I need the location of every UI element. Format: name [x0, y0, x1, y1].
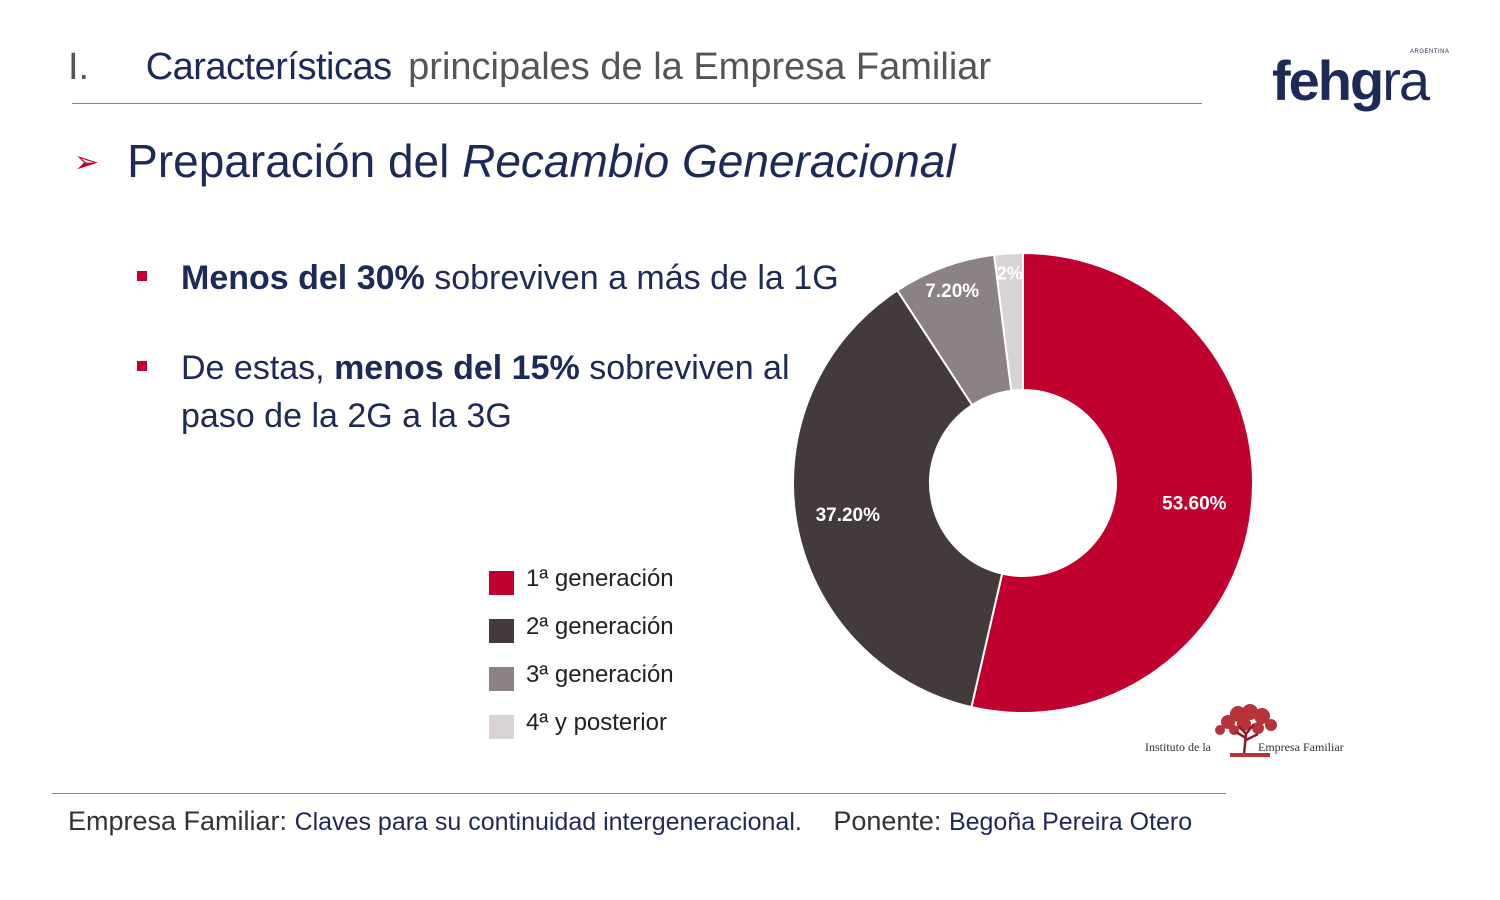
fehgra-logo: fehgra ARGENTINA [1272, 48, 1449, 113]
legend-label-1: 1ª generación [526, 565, 674, 592]
footer-divider [52, 793, 1226, 794]
legend-label-2: 2ª generación [526, 613, 674, 640]
footer-speaker-name: Begoña Pereira Otero [948, 808, 1193, 836]
title-plain: Preparación del [127, 135, 450, 187]
legend-label-4: 4ª y posterior [526, 709, 667, 736]
arrow-bullet-icon: ➢ [74, 146, 100, 179]
donut-chart: 53.60% 37.20% 7.20% 2% [792, 251, 1254, 714]
tree-icon [1215, 704, 1277, 757]
bullet-2-after: sobreviven al [589, 349, 790, 387]
bullet-2-bold: menos del 15% [334, 349, 580, 387]
donut-slice-4 [993, 251, 1024, 392]
bullet-2-line2: paso de la 2G a la 3G [181, 397, 512, 435]
square-bullet-icon [137, 361, 147, 371]
donut-label-1: 53.60% [1162, 493, 1227, 514]
bullet-1-bold: Menos del 30% [181, 259, 425, 297]
legend-swatch-1 [489, 571, 514, 595]
logo-main: fehg [1272, 49, 1384, 112]
header-divider [72, 103, 1202, 104]
donut-slice-1 [970, 251, 1254, 714]
logo-tail: ra [1382, 49, 1430, 112]
legend-swatch-4 [489, 715, 514, 739]
square-bullet-icon [137, 271, 147, 281]
slide-footer: Empresa Familiar: Claves para su continu… [68, 806, 1192, 837]
institute-text-1: Instituto de la [1145, 740, 1211, 754]
donut-label-4: 2% [997, 264, 1023, 284]
footer-subtitle: Claves para su continuidad intergeneraci… [294, 808, 802, 836]
section-title-strong: Características [145, 46, 392, 88]
bullet-1-text: sobreviven a más de la 1G [434, 259, 839, 297]
bullet-2: De estas, menos del 15% sobreviven al pa… [137, 344, 790, 440]
section-number: I. [68, 46, 90, 88]
bullet-1: Menos del 30% sobreviven a más de la 1G [137, 254, 839, 302]
title-italic: Recambio Generacional [462, 135, 956, 187]
section-title-rest: principales de la Empresa Familiar [408, 46, 992, 88]
footer-label: Empresa Familiar: [68, 806, 288, 836]
legend-swatch-3 [489, 667, 514, 691]
donut-label-2: 37.20% [816, 505, 881, 526]
footer-speaker-label: Ponente: [833, 806, 942, 836]
legend-label-3: 3ª generación [526, 661, 674, 688]
institute-text-2: Empresa Familiar [1258, 740, 1344, 754]
slide-title: ➢ Preparación del Recambio Generacional [74, 134, 956, 188]
slide-header: I. Características principales de la Emp… [68, 46, 991, 89]
institute-logo: Instituto de la Empresa Familiar [1140, 704, 1380, 764]
donut-label-3: 7.20% [925, 281, 979, 302]
bullet-2-before: De estas, [181, 349, 325, 387]
legend-swatch-2 [489, 619, 514, 643]
donut-slice-2 [792, 288, 1004, 709]
logo-tag: ARGENTINA [1410, 49, 1450, 55]
